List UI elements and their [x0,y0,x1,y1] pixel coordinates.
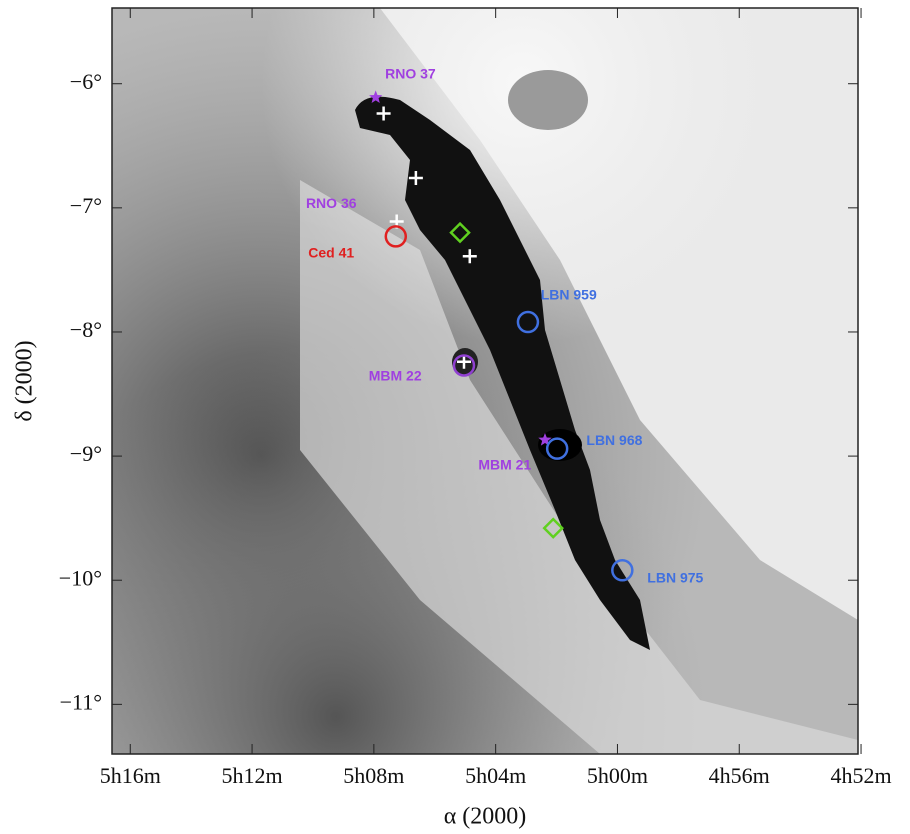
x-tick-label: 5h04m [465,763,526,788]
x-axis-label: α (2000) [444,804,527,830]
annotation: MBM 22 [369,367,422,383]
annotation: LBN 975 [647,570,703,586]
annotation: LBN 968 [586,432,642,448]
y-axis-label: δ (2000) [12,340,38,421]
x-tick-label: 5h00m [587,763,648,788]
y-tick-label: −8° [70,317,102,342]
annotation: Ced 41 [308,244,354,260]
y-tick-label: −9° [70,441,102,466]
annotation: MBM 21 [478,457,531,473]
image-background [112,8,858,754]
y-tick-label: −11° [60,689,102,714]
y-tick-label: −7° [70,193,102,218]
annotation: LBN 959 [541,287,597,303]
x-tick-label: 5h16m [100,763,161,788]
y-tick-label: −10° [59,565,102,590]
x-tick-label: 5h08m [343,763,404,788]
x-tick-label: 5h12m [222,763,283,788]
annotation: RNO 37 [385,66,436,82]
x-tick-label: 4h56m [709,763,770,788]
annotation: RNO 36 [306,195,357,211]
y-tick-label: −6° [70,69,102,94]
chart: α (2000) δ (2000) 5h16m 5h12m 5h08m 5h04m 5h… [0,0,910,834]
x-tick-label: 4h52m [830,763,891,788]
